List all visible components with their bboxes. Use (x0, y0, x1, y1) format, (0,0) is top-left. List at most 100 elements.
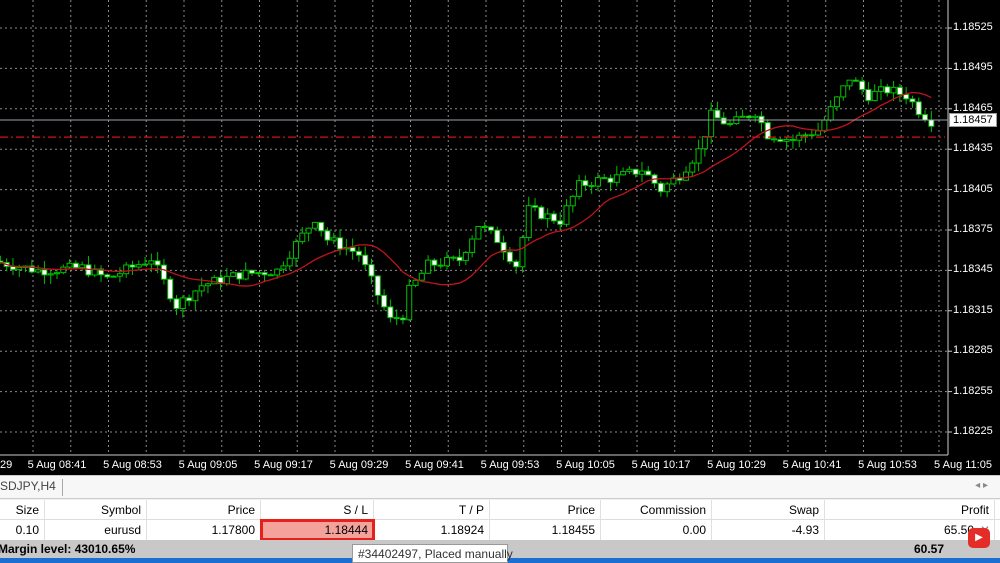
candle-body (142, 263, 149, 266)
candle-body (506, 251, 513, 263)
candle-body (922, 114, 929, 121)
candle-body (204, 283, 211, 287)
candle-body (35, 269, 42, 273)
candle-body (582, 180, 589, 187)
candle-body (406, 284, 413, 321)
candle-body (255, 272, 262, 275)
candle-body (66, 262, 73, 268)
candle-body (494, 229, 501, 243)
candle-body (481, 225, 488, 228)
candle-body (160, 264, 167, 280)
candle-body (752, 115, 759, 119)
candle-body (443, 256, 450, 267)
candle-body (374, 275, 381, 296)
candle-body (223, 275, 230, 285)
cell-commission: 0.00 (601, 520, 712, 540)
table-row[interactable]: 0.10 eurusd 1.17800 1.18444 1.18924 1.18455 0.… (0, 519, 1000, 541)
candle-body (198, 285, 205, 292)
candle-body (9, 265, 16, 271)
column-header-open-price[interactable]: Price (147, 500, 261, 519)
candle-body (72, 262, 79, 269)
candle-body (236, 272, 243, 280)
price-tick: 1.18525 (953, 21, 993, 33)
column-header-profit[interactable]: Profit (825, 500, 995, 519)
candle-body (544, 213, 551, 220)
candle-body (368, 264, 375, 277)
chart-canvas[interactable] (0, 0, 1000, 475)
candle-body (557, 220, 564, 225)
candle-body (745, 115, 752, 119)
column-header-commission[interactable]: Commission (601, 500, 712, 519)
time-tick: 5 Aug 08:41 (27, 459, 87, 471)
candle-body (299, 232, 306, 243)
candle-body (513, 261, 520, 268)
candle-body (576, 180, 583, 197)
candle-body (594, 177, 601, 187)
column-header-size[interactable]: Size (0, 500, 45, 519)
candle-body (833, 96, 840, 108)
candle-body (305, 227, 312, 234)
candle-body (859, 80, 866, 91)
candle-body (569, 195, 576, 207)
cell-swap: -4.93 (712, 520, 825, 540)
candle-body (431, 259, 438, 266)
candle-body (242, 269, 249, 280)
candle-body (179, 297, 186, 310)
candle-body (865, 89, 872, 102)
cell-stop-loss[interactable]: 1.18444 (260, 519, 375, 541)
price-tick: 1.18435 (953, 142, 993, 155)
column-header-stop-loss[interactable]: S / L (261, 500, 374, 519)
chart-tab[interactable]: SDJPY,H4 (0, 479, 63, 496)
candle-body (418, 272, 425, 281)
column-header-swap[interactable]: Swap (712, 500, 825, 519)
cell-current-price: 1.18455 (490, 520, 601, 540)
candle-body (98, 268, 105, 276)
candle-body (293, 241, 300, 259)
candle-body (846, 79, 853, 87)
time-tick: 5 Aug 09:41 (405, 459, 464, 471)
candle-body (884, 86, 891, 94)
time-tick: 5 Aug 09:05 (178, 459, 238, 471)
candle-body (808, 134, 815, 137)
candle-body (412, 279, 419, 286)
price-tick: 1.18495 (953, 61, 993, 74)
candle-body (79, 264, 86, 269)
candle-body (330, 237, 337, 241)
candle-body (167, 278, 174, 300)
cell-size: 0.10 (0, 520, 45, 540)
candle-body (261, 272, 268, 276)
play-icon: ▶ (968, 528, 990, 548)
candle-body (852, 79, 859, 82)
tab-scroll-arrows-icon[interactable]: ◂ ▸ (975, 480, 988, 491)
candle-body (909, 98, 916, 103)
cell-take-profit[interactable]: 1.18924 (374, 520, 490, 540)
candle-body (387, 306, 394, 319)
candle-body (16, 266, 23, 271)
column-header-symbol[interactable]: Symbol (45, 500, 147, 519)
candle-body (657, 182, 664, 193)
candle-body (877, 86, 884, 92)
candle-body (664, 183, 671, 193)
candle-body (110, 275, 117, 278)
candle-body (154, 260, 161, 266)
candle-body (701, 136, 708, 150)
price-tick: 1.18285 (953, 344, 993, 357)
candle-body (827, 106, 834, 121)
candle-body (890, 86, 897, 94)
candle-body (871, 90, 878, 102)
candle-body (613, 174, 620, 183)
candle-body (399, 317, 406, 321)
candle-body (802, 134, 809, 137)
candle-body (532, 205, 539, 208)
time-tick: 29 (0, 459, 13, 471)
column-header-take-profit[interactable]: T / P (374, 500, 490, 519)
candle-body (550, 213, 557, 222)
column-header-current-price[interactable]: Price (490, 500, 601, 519)
price-tick: 1.18345 (953, 263, 993, 276)
price-chart[interactable]: 1.18525 1.18495 1.18465 1.18435 1.18405 1.183… (0, 0, 1000, 475)
candle-body (689, 162, 696, 173)
candle-body (607, 177, 614, 183)
price-tick: 1.18405 (953, 182, 993, 195)
candle-body (456, 256, 463, 262)
candle-body (248, 269, 255, 274)
